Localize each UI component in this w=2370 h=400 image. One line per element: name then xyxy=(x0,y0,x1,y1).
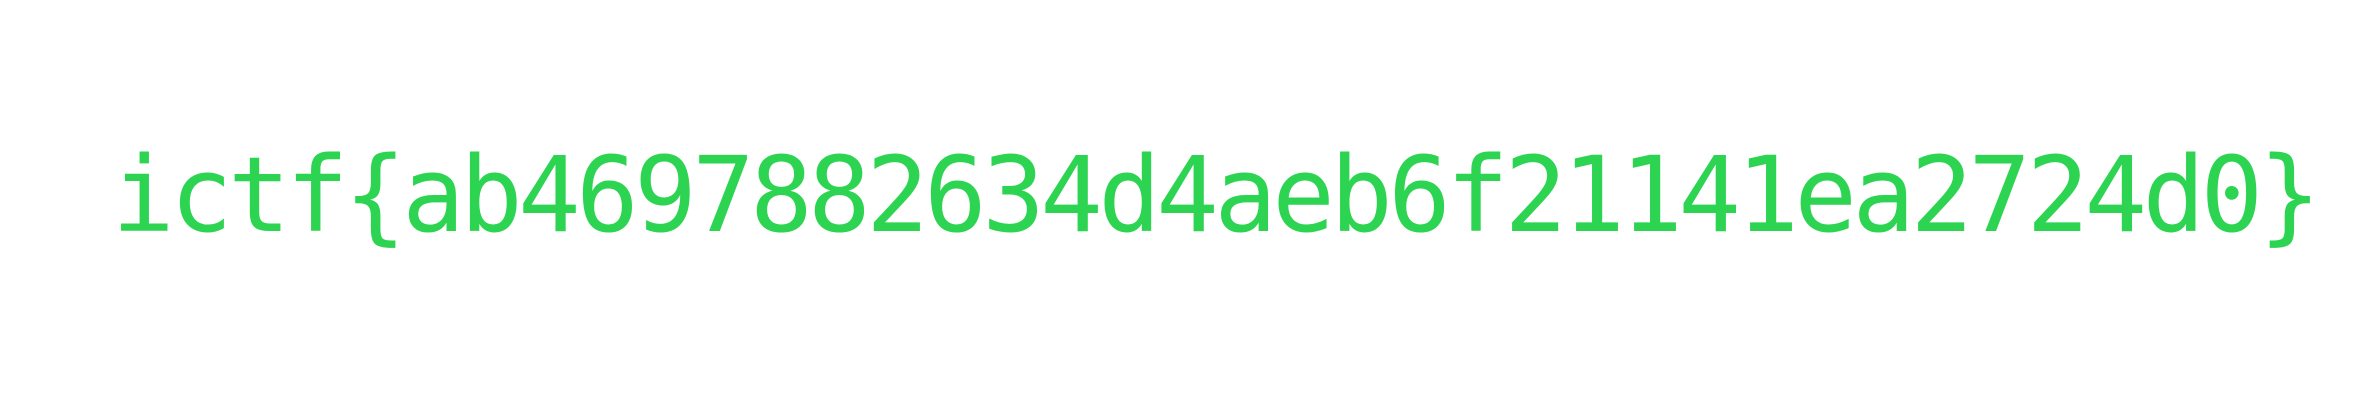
flag-text: ictf{ab4697882634d4aeb6f21141ea2724d0} xyxy=(112,134,2321,256)
